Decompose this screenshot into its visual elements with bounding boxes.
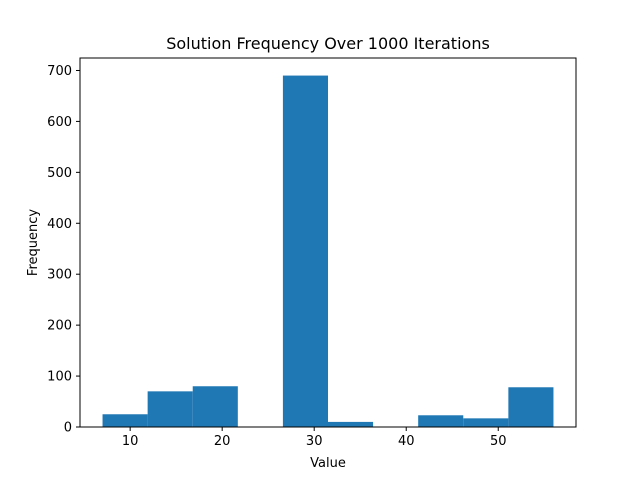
x-axis: 10 20 30 40 50 (122, 427, 507, 449)
y-tick-label: 100 (47, 370, 72, 385)
y-tick-label: 500 (47, 166, 72, 181)
y-tick-label: 300 (47, 268, 72, 283)
plot-frame (79, 57, 577, 428)
chart-title: Solution Frequency Over 1000 Iterations (166, 34, 490, 53)
histogram-bar-7 (418, 415, 464, 427)
histogram-bar-8 (463, 418, 509, 427)
y-tick-label: 200 (47, 319, 72, 334)
histogram-bar-4 (282, 75, 328, 428)
histogram-bar-0 (102, 414, 148, 427)
bars (102, 75, 554, 428)
y-tick-label: 700 (47, 64, 72, 79)
y-axis: 0 100 200 300 400 500 600 700 (47, 64, 80, 436)
x-axis-label: Value (310, 456, 346, 471)
x-tick-label: 30 (306, 434, 323, 449)
histogram-bar-5 (328, 421, 374, 427)
y-tick-label: 400 (47, 217, 72, 232)
y-tick-label: 0 (64, 421, 72, 436)
x-tick-label: 10 (122, 434, 139, 449)
histogram-bar-1 (147, 391, 193, 427)
histogram-bar-2 (192, 386, 238, 427)
y-axis-label: Frequency (26, 209, 41, 276)
histogram-bar-9 (508, 387, 554, 427)
y-tick-label: 600 (47, 115, 72, 130)
x-tick-label: 20 (214, 434, 231, 449)
x-tick-label: 40 (398, 434, 415, 449)
x-tick-label: 50 (490, 434, 507, 449)
